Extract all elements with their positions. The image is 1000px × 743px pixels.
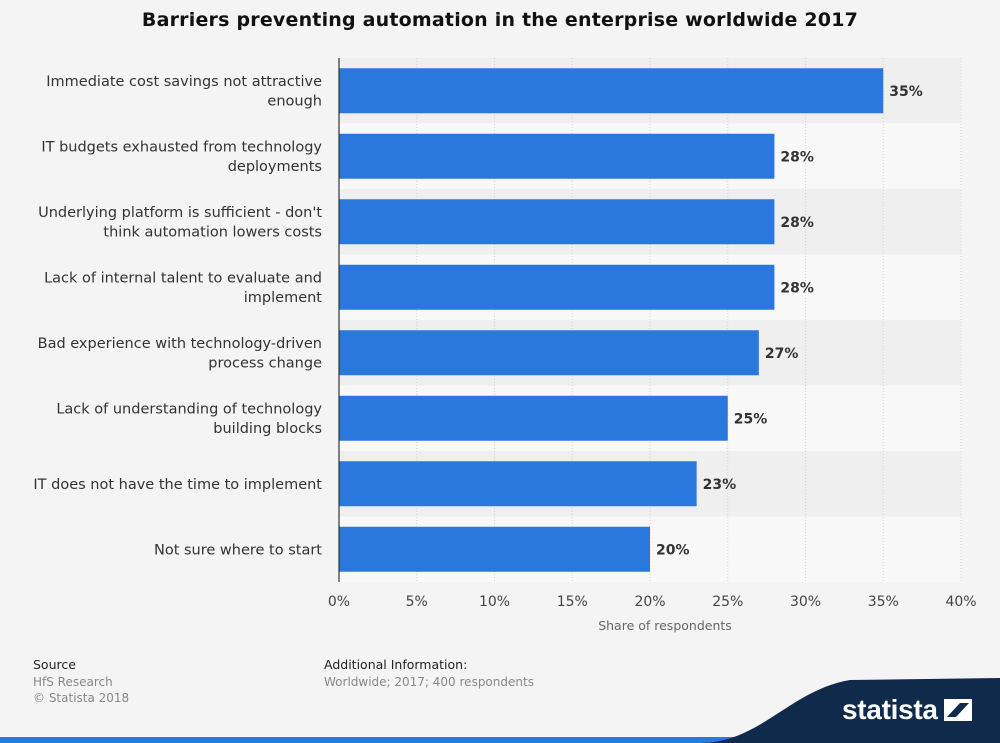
x-tick-label: 15% bbox=[557, 594, 588, 610]
category-label-line: implement bbox=[244, 290, 323, 306]
bar bbox=[339, 264, 775, 310]
x-tick-label: 35% bbox=[868, 594, 899, 610]
category-label-line: Bad experience with technology-driven bbox=[38, 336, 322, 352]
category-label-line: Underlying platform is sufficient - don'… bbox=[38, 205, 322, 221]
category-label: IT does not have the time to implement bbox=[33, 477, 322, 493]
additional-info-block: Additional Information: Worldwide; 2017;… bbox=[324, 657, 534, 690]
source-block: Source HfS Research © Statista 2018 bbox=[33, 657, 129, 706]
category-label: Not sure where to start bbox=[154, 542, 322, 558]
bar bbox=[339, 330, 759, 376]
category-label-line: IT does not have the time to implement bbox=[33, 477, 322, 493]
bar bbox=[339, 526, 650, 572]
value-label: 27% bbox=[765, 346, 799, 362]
bar bbox=[339, 199, 775, 245]
category-label-line: deployments bbox=[228, 159, 322, 175]
chart-title: Barriers preventing automation in the en… bbox=[141, 9, 859, 31]
bar bbox=[339, 395, 728, 441]
category-label-line: building blocks bbox=[213, 421, 322, 437]
bar bbox=[339, 461, 697, 507]
x-tick-label: 25% bbox=[712, 594, 743, 610]
category-label-line: Immediate cost savings not attractive bbox=[46, 74, 322, 90]
value-label: 28% bbox=[780, 280, 814, 296]
source-line-1: HfS Research bbox=[33, 675, 113, 689]
x-tick-label: 40% bbox=[945, 594, 976, 610]
x-tick-label: 0% bbox=[328, 594, 350, 610]
value-label: 28% bbox=[780, 149, 814, 165]
x-tick-label: 10% bbox=[479, 594, 510, 610]
value-label: 35% bbox=[889, 84, 923, 100]
value-label: 23% bbox=[703, 477, 737, 493]
value-label: 25% bbox=[734, 411, 768, 427]
x-axis-title: Share of respondents bbox=[598, 618, 732, 633]
category-label: Lack of understanding of technology build… bbox=[56, 402, 322, 438]
bar bbox=[339, 68, 884, 114]
category-label-line: Lack of understanding of technology bbox=[56, 402, 322, 418]
category-label: Immediate cost savings not attractive eno… bbox=[46, 74, 322, 110]
category-label: Lack of internal talent to evaluate and i… bbox=[44, 271, 322, 307]
brand-name: statista bbox=[842, 694, 938, 725]
source-line-2: © Statista 2018 bbox=[33, 691, 130, 705]
statista-logo: statista bbox=[842, 694, 974, 726]
category-label: Underlying platform is sufficient - don'… bbox=[38, 205, 322, 241]
category-label: IT budgets exhausted from technology depl… bbox=[41, 140, 322, 176]
statista-logo-icon bbox=[943, 699, 972, 721]
category-label: Bad experience with technology-driven pro… bbox=[38, 336, 322, 372]
category-label-line: IT budgets exhausted from technology bbox=[41, 140, 322, 156]
value-label: 28% bbox=[780, 215, 814, 231]
category-label-line: think automation lowers costs bbox=[103, 225, 322, 241]
value-label: 20% bbox=[656, 542, 690, 558]
info-heading: Additional Information: bbox=[324, 657, 468, 672]
x-tick-label: 5% bbox=[406, 594, 428, 610]
category-label-line: Not sure where to start bbox=[154, 542, 322, 558]
source-heading: Source bbox=[33, 657, 76, 672]
bar bbox=[339, 133, 775, 179]
category-label-line: enough bbox=[267, 94, 322, 110]
category-label-line: process change bbox=[208, 356, 322, 372]
x-tick-label: 30% bbox=[790, 594, 821, 610]
category-label-line: Lack of internal talent to evaluate and bbox=[44, 271, 322, 287]
info-text: Worldwide; 2017; 400 respondents bbox=[324, 675, 534, 689]
x-tick-label: 20% bbox=[634, 594, 665, 610]
